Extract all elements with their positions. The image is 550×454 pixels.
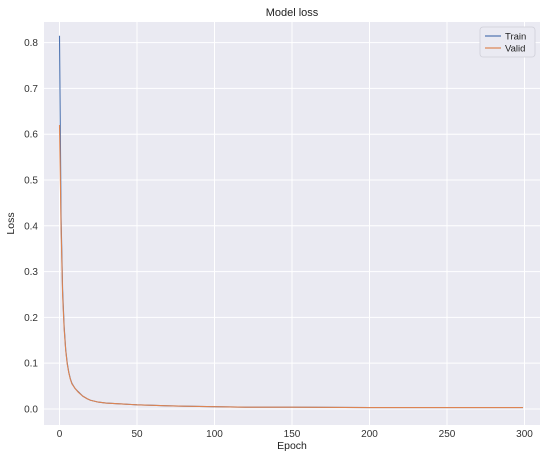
y-tick-label: 0.1 [24,359,38,370]
x-tick-label: 0 [57,429,63,440]
y-tick-label: 0.0 [24,404,38,415]
y-tick-label: 0.7 [24,84,38,95]
y-tick-label: 0.2 [24,313,38,324]
y-axis-label: Loss [5,212,17,234]
x-tick-label: 300 [516,429,533,440]
x-tick-label: 50 [131,429,143,440]
x-tick-label: 100 [206,429,223,440]
y-tick-label: 0.4 [24,221,38,232]
legend-box [479,26,536,58]
chart-title: Model loss [266,7,319,19]
y-tick-label: 0.3 [24,267,38,278]
y-tick-label: 0.5 [24,175,38,186]
x-tick-label: 200 [361,429,378,440]
series-line-valid [58,125,523,409]
y-tick-label: 0.6 [24,130,38,141]
grid-lines [44,22,540,425]
x-tick-label: 250 [439,429,456,440]
x-tick-label: 150 [284,429,301,440]
legend: Train Valid [479,26,536,58]
series-lines [58,35,523,409]
legend-label-valid: Valid [505,44,525,55]
y-tick-label: 0.8 [24,38,38,49]
legend-label-train: Train [505,32,526,43]
tick-labels: 0 50 100 150 200 250 300 0.0 0.1 0.2 0.3 0.4 0.5 0.6 0… [24,38,533,440]
x-axis-label: Epoch [277,440,307,452]
